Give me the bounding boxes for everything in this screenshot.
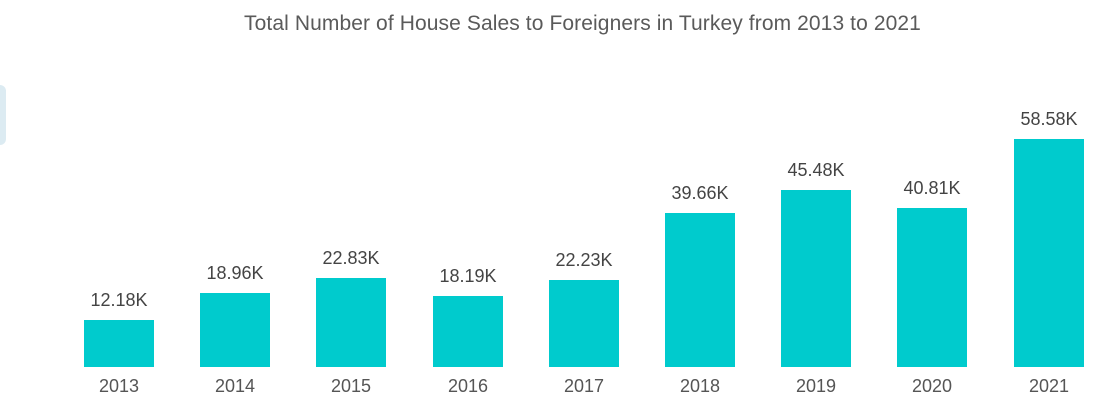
bar-2014 (200, 293, 270, 367)
x-axis-tick-label: 2018 (679, 376, 721, 396)
value-label: 45.48K (787, 160, 845, 180)
x-axis-tick-label: 2014 (214, 376, 256, 396)
bar-2017 (549, 280, 619, 367)
x-axis-tick-label: 2013 (98, 376, 140, 396)
value-label: 18.19K (439, 266, 497, 286)
x-axis-tick-label: 2019 (795, 376, 837, 396)
bar-2019 (781, 190, 851, 367)
value-label: 39.66K (671, 183, 729, 203)
x-axis-tick-label: 2020 (911, 376, 953, 396)
side-panel-tab[interactable] (0, 85, 6, 145)
chart-title: Total Number of House Sales to Foreigner… (244, 12, 921, 35)
value-label: 40.81K (903, 178, 961, 198)
x-axis-tick-label: 2015 (330, 376, 372, 396)
value-label: 18.96K (206, 263, 264, 283)
value-label: 12.18K (90, 290, 148, 310)
bar-2021 (1014, 139, 1084, 367)
bar-2020 (897, 208, 967, 367)
value-label: 58.58K (1020, 109, 1078, 129)
bar-2015 (316, 278, 386, 367)
x-axis-tick-label: 2016 (447, 376, 489, 396)
value-label: 22.83K (322, 248, 380, 268)
bar-2016 (433, 296, 503, 367)
x-axis-tick-label: 2017 (563, 376, 605, 396)
x-axis-tick-label: 2021 (1028, 376, 1070, 396)
bar-2018 (665, 213, 735, 367)
value-label: 22.23K (555, 250, 613, 270)
bar-2013 (84, 320, 154, 367)
